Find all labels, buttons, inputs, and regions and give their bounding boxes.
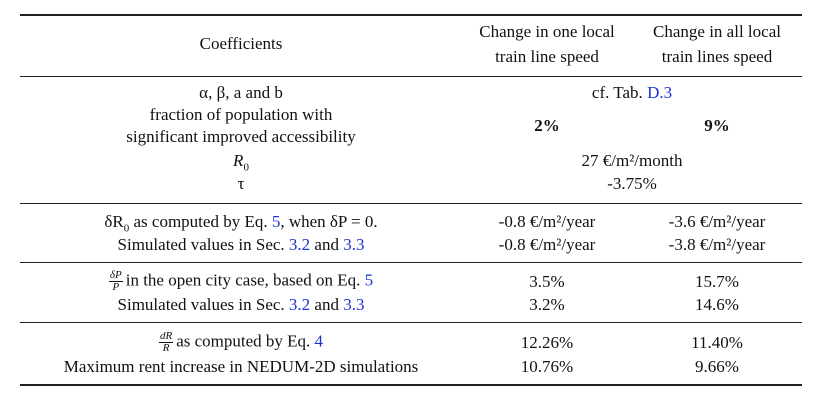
header-all-line-1: Change in all local [653, 22, 781, 41]
tau-label: τ [237, 174, 245, 193]
section-1-rule [20, 203, 802, 204]
delta-p-fraction: δP P [108, 269, 123, 293]
delta-r0-label: δR0 as computed by Eq. 5, when δP = 0. [104, 212, 378, 235]
max-rent-all: 9.66% [695, 357, 739, 376]
simulated-r0-all: -3.8 €/m²/year [668, 235, 766, 254]
tau-value: -3.75% [607, 174, 657, 193]
sec-ref-link[interactable]: 3.2 [288, 295, 311, 314]
fraction-label-line-2: significant improved accessibility [126, 127, 356, 146]
dr-r-fraction: dR R [158, 330, 174, 354]
delta-p-all: 15.7% [695, 272, 739, 291]
eq-ref-link[interactable]: 4 [314, 331, 324, 351]
dr-r-one: 12.26% [520, 333, 574, 352]
r0-label: R0 [233, 151, 249, 174]
header-one-line-1: Change in one local [479, 22, 615, 41]
delta-p-one: 3.5% [529, 272, 565, 291]
header-one-line-2: train line speed [495, 47, 599, 66]
section-2-rule [20, 262, 802, 263]
max-rent-label: Maximum rent increase in NEDUM-2D simula… [63, 357, 419, 376]
alpha-beta-value: cf. Tab. D.3 [591, 83, 673, 102]
bottom-rule [20, 384, 802, 386]
section-3-rule [20, 322, 802, 323]
simulated-r0-one: -0.8 €/m²/year [498, 235, 596, 254]
top-rule [20, 14, 802, 16]
simulated-values-label: Simulated values in Sec. 3.2 and 3.3 [117, 235, 365, 254]
fraction-all-value: 9% [704, 116, 730, 135]
simulated-p-all: 14.6% [695, 295, 739, 314]
sec-ref-link[interactable]: 3.3 [343, 235, 365, 254]
simulated-values-label: Simulated values in Sec. 3.2 and 3.3 [117, 295, 365, 314]
fraction-one-value: 2% [534, 116, 560, 135]
max-rent-one: 10.76% [520, 357, 574, 376]
fraction-label-line-1: fraction of population with [149, 105, 333, 124]
header-all-line-2: train lines speed [661, 47, 773, 66]
alpha-beta-label: α, β, a and b [199, 83, 283, 102]
dr-r-all: 11.40% [691, 333, 743, 352]
delta-r0-one: -0.8 €/m²/year [498, 212, 596, 231]
eq-ref-link[interactable]: 5 [364, 270, 374, 290]
r0-value: 27 €/m²/month [581, 151, 683, 170]
delta-r0-all: -3.6 €/m²/year [668, 212, 766, 231]
simulated-p-one: 3.2% [529, 295, 565, 314]
sec-ref-link[interactable]: 3.2 [288, 235, 311, 254]
header-coefficients: Coefficients [199, 34, 283, 53]
sec-ref-link[interactable]: 3.3 [343, 295, 365, 314]
eq-ref-link[interactable]: 5 [271, 212, 281, 231]
table-ref-link[interactable]: D.3 [647, 83, 673, 102]
header-rule [20, 76, 802, 77]
